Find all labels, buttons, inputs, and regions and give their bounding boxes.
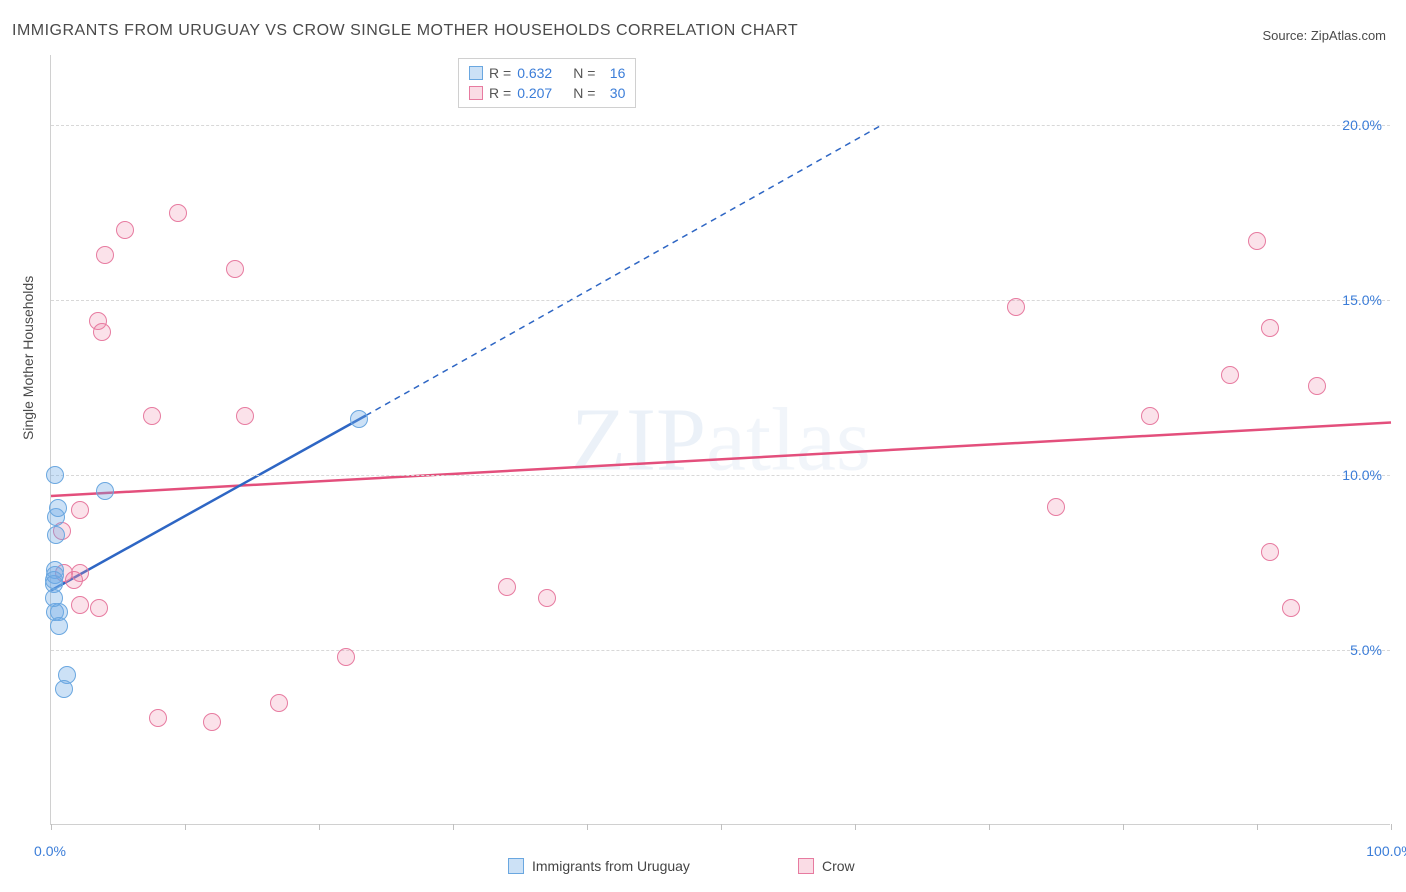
legend-r-label: R = — [489, 65, 511, 81]
x-tick — [587, 824, 588, 830]
y-tick-label: 5.0% — [1350, 642, 1382, 658]
crow-point — [538, 589, 556, 607]
gridline — [51, 475, 1390, 476]
crow-point — [270, 694, 288, 712]
uruguay-point — [96, 482, 114, 500]
crow-point — [337, 648, 355, 666]
legend-swatch — [798, 858, 814, 874]
trend-line — [51, 416, 366, 591]
legend-row: R = 0.632 N = 16 — [469, 63, 625, 83]
crow-point — [149, 709, 167, 727]
x-tick — [1123, 824, 1124, 830]
legend-item: Immigrants from Uruguay — [508, 858, 690, 874]
legend-item: Crow — [798, 858, 855, 874]
x-tick — [453, 824, 454, 830]
legend-n-label: N = — [573, 85, 595, 101]
gridline — [51, 125, 1390, 126]
crow-point — [71, 596, 89, 614]
uruguay-point — [45, 589, 63, 607]
x-tick — [1391, 824, 1392, 830]
source-label: Source: ZipAtlas.com — [1262, 28, 1386, 43]
x-tick — [721, 824, 722, 830]
plot-area: ZIPatlas 5.0%10.0%15.0%20.0% — [50, 55, 1390, 825]
trend-line — [366, 125, 882, 416]
uruguay-point — [45, 571, 63, 589]
crow-point — [1261, 319, 1279, 337]
legend-row: R = 0.207 N = 30 — [469, 83, 625, 103]
legend-n-value: 16 — [601, 65, 625, 81]
chart-container: IMMIGRANTS FROM URUGUAY VS CROW SINGLE M… — [0, 0, 1406, 892]
crow-point — [226, 260, 244, 278]
legend-swatch — [469, 66, 483, 80]
crow-point — [116, 221, 134, 239]
legend-r-value: 0.632 — [517, 65, 567, 81]
uruguay-point — [50, 617, 68, 635]
uruguay-point — [55, 680, 73, 698]
gridline — [51, 650, 1390, 651]
legend-correlation: R = 0.632 N = 16 R = 0.207 N = 30 — [458, 58, 636, 108]
legend-swatch — [469, 86, 483, 100]
gridline — [51, 300, 1390, 301]
crow-point — [96, 246, 114, 264]
crow-point — [1248, 232, 1266, 250]
crow-point — [1141, 407, 1159, 425]
legend-n-value: 30 — [601, 85, 625, 101]
crow-point — [498, 578, 516, 596]
crow-point — [93, 323, 111, 341]
uruguay-point — [350, 410, 368, 428]
y-axis-title: Single Mother Households — [20, 276, 36, 440]
chart-title: IMMIGRANTS FROM URUGUAY VS CROW SINGLE M… — [12, 22, 798, 40]
crow-point — [1047, 498, 1065, 516]
x-tick — [51, 824, 52, 830]
x-tick-label: 0.0% — [34, 843, 66, 859]
legend-r-label: R = — [489, 85, 511, 101]
x-tick — [319, 824, 320, 830]
x-tick — [855, 824, 856, 830]
crow-point — [90, 599, 108, 617]
crow-point — [236, 407, 254, 425]
y-tick-label: 10.0% — [1342, 467, 1382, 483]
x-tick-label: 100.0% — [1366, 843, 1406, 859]
crow-point — [203, 713, 221, 731]
crow-point — [1007, 298, 1025, 316]
uruguay-point — [47, 526, 65, 544]
trend-line — [51, 423, 1391, 497]
x-tick — [1257, 824, 1258, 830]
legend-r-value: 0.207 — [517, 85, 567, 101]
uruguay-point — [46, 466, 64, 484]
uruguay-point — [49, 499, 67, 517]
legend-label: Crow — [822, 858, 855, 874]
y-tick-label: 15.0% — [1342, 292, 1382, 308]
crow-point — [65, 571, 83, 589]
crow-point — [169, 204, 187, 222]
crow-point — [71, 501, 89, 519]
x-tick — [989, 824, 990, 830]
crow-point — [1221, 366, 1239, 384]
x-tick — [185, 824, 186, 830]
crow-point — [1282, 599, 1300, 617]
y-tick-label: 20.0% — [1342, 117, 1382, 133]
crow-point — [1308, 377, 1326, 395]
crow-point — [143, 407, 161, 425]
legend-label: Immigrants from Uruguay — [532, 858, 690, 874]
plot-svg — [51, 55, 1391, 825]
legend-n-label: N = — [573, 65, 595, 81]
legend-swatch — [508, 858, 524, 874]
crow-point — [1261, 543, 1279, 561]
